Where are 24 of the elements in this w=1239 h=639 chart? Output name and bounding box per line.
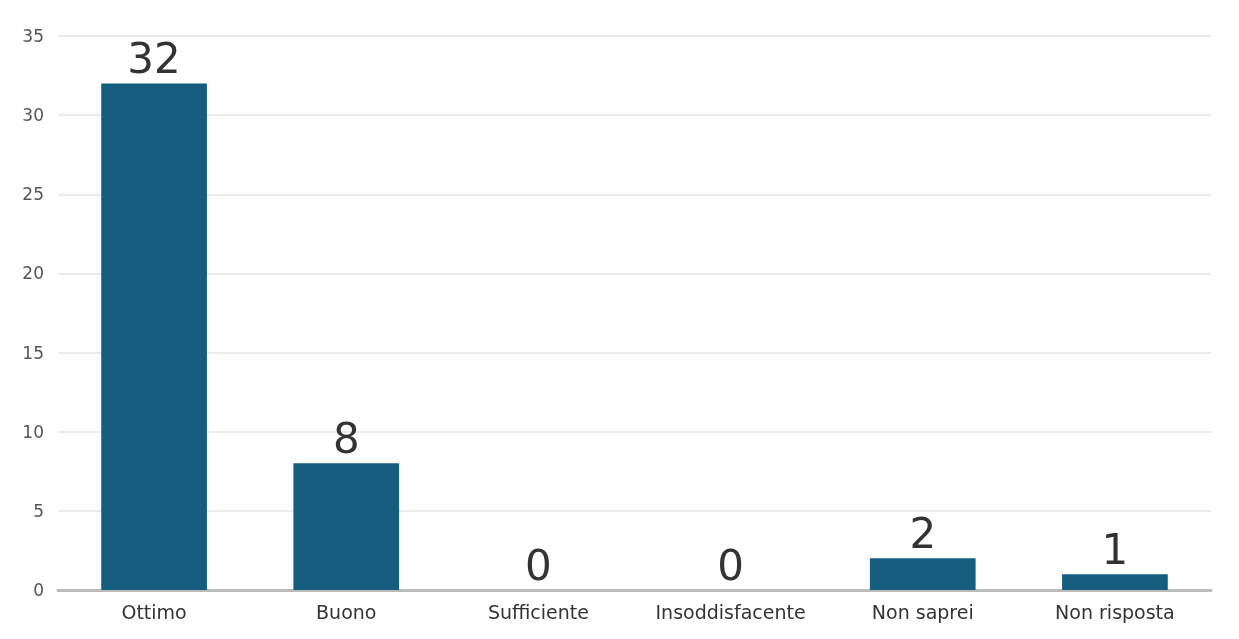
- y-tick-label: 25: [22, 184, 44, 205]
- x-tick-label: Sufficiente: [487, 600, 589, 623]
- y-tick-label: 20: [22, 263, 44, 284]
- data-label: 2: [909, 508, 937, 558]
- y-tick-label: 15: [22, 342, 44, 363]
- y-tick-label: 35: [22, 26, 44, 46]
- y-tick-label: 10: [22, 421, 44, 442]
- x-tick-label: Non saprei: [871, 600, 974, 623]
- data-label: 32: [127, 33, 181, 83]
- data-label: 8: [332, 413, 360, 463]
- x-tick-label: Buono: [316, 600, 377, 623]
- x-tick-label: Non risposta: [1055, 600, 1175, 623]
- x-tick-label: Ottimo: [121, 600, 187, 623]
- data-label: 1: [1101, 524, 1129, 574]
- x-tick-label: Insoddisfacente: [655, 600, 806, 623]
- y-tick-label: 30: [22, 105, 44, 126]
- data-label: 0: [717, 540, 744, 590]
- y-tick-label: 5: [33, 500, 44, 521]
- bar: [101, 83, 207, 590]
- bar: [293, 463, 400, 590]
- data-label: 0: [525, 540, 552, 590]
- bar: [1062, 574, 1168, 590]
- y-tick-label: 0: [33, 580, 44, 600]
- bar: [869, 558, 976, 590]
